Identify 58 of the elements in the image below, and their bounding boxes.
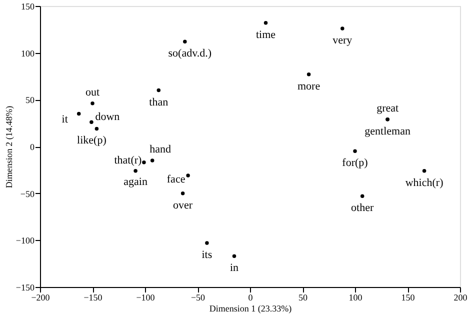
y-tick-label: 50 — [26, 95, 35, 106]
annotation: other — [351, 202, 374, 214]
point — [186, 174, 190, 178]
annotation: out — [85, 86, 100, 98]
point — [340, 26, 344, 30]
annotation: which(r) — [405, 176, 444, 189]
annotation: its — [202, 248, 212, 261]
point — [183, 40, 187, 44]
annotation: it — [62, 114, 68, 126]
point — [94, 126, 99, 131]
y-axis-title: Dimension 2 (14.48%) — [4, 106, 14, 188]
x-axis-title: Dimension 1 (23.33%) — [209, 304, 292, 314]
point — [76, 112, 81, 116]
point — [134, 168, 138, 173]
point — [90, 102, 94, 106]
annotation: for(p) — [342, 157, 368, 170]
x-tick-label: −50 — [190, 292, 206, 302]
point — [422, 168, 426, 173]
x-tick-label: 200 — [454, 292, 468, 302]
annotation: than — [149, 96, 169, 108]
annotation: so(adv.d.) — [168, 48, 212, 60]
point — [205, 241, 209, 245]
annotation: over — [173, 199, 193, 212]
point — [360, 194, 364, 198]
annotation: time — [256, 28, 276, 41]
x-tick-label: −200 — [31, 292, 50, 302]
x-tick-label: −100 — [136, 292, 156, 302]
x-tick-label: 100 — [348, 292, 363, 302]
point — [353, 149, 357, 154]
annotation: that(r) — [114, 154, 142, 166]
y-tick-label: −50 — [20, 188, 35, 199]
y-tick-label: 0 — [30, 142, 35, 152]
x-tick-label: 150 — [401, 292, 416, 302]
annotation: like(p) — [77, 134, 107, 147]
point — [156, 88, 161, 92]
annotation: very — [332, 34, 353, 46]
annotation: gentleman — [364, 125, 411, 138]
point — [150, 158, 154, 162]
annotation: great — [376, 102, 399, 114]
x-tick-label: −150 — [84, 292, 103, 302]
point — [306, 72, 311, 76]
y-tick-label: 150 — [21, 2, 35, 12]
annotation: more — [297, 80, 320, 92]
x-tick-label: 50 — [298, 292, 308, 302]
annotation: hand — [150, 144, 172, 156]
annotation: down — [95, 111, 120, 124]
annotation: face — [166, 174, 186, 186]
x-tick-label: 0 — [248, 292, 254, 302]
point — [142, 160, 146, 164]
point — [90, 120, 94, 124]
y-tick-label: 100 — [21, 48, 35, 58]
point — [232, 254, 236, 258]
annotation: in — [230, 262, 240, 274]
y-tick-label: −150 — [16, 282, 35, 292]
y-tick-label: −100 — [16, 236, 35, 246]
point — [264, 20, 268, 25]
annotation: again — [124, 176, 148, 188]
point — [180, 191, 185, 196]
